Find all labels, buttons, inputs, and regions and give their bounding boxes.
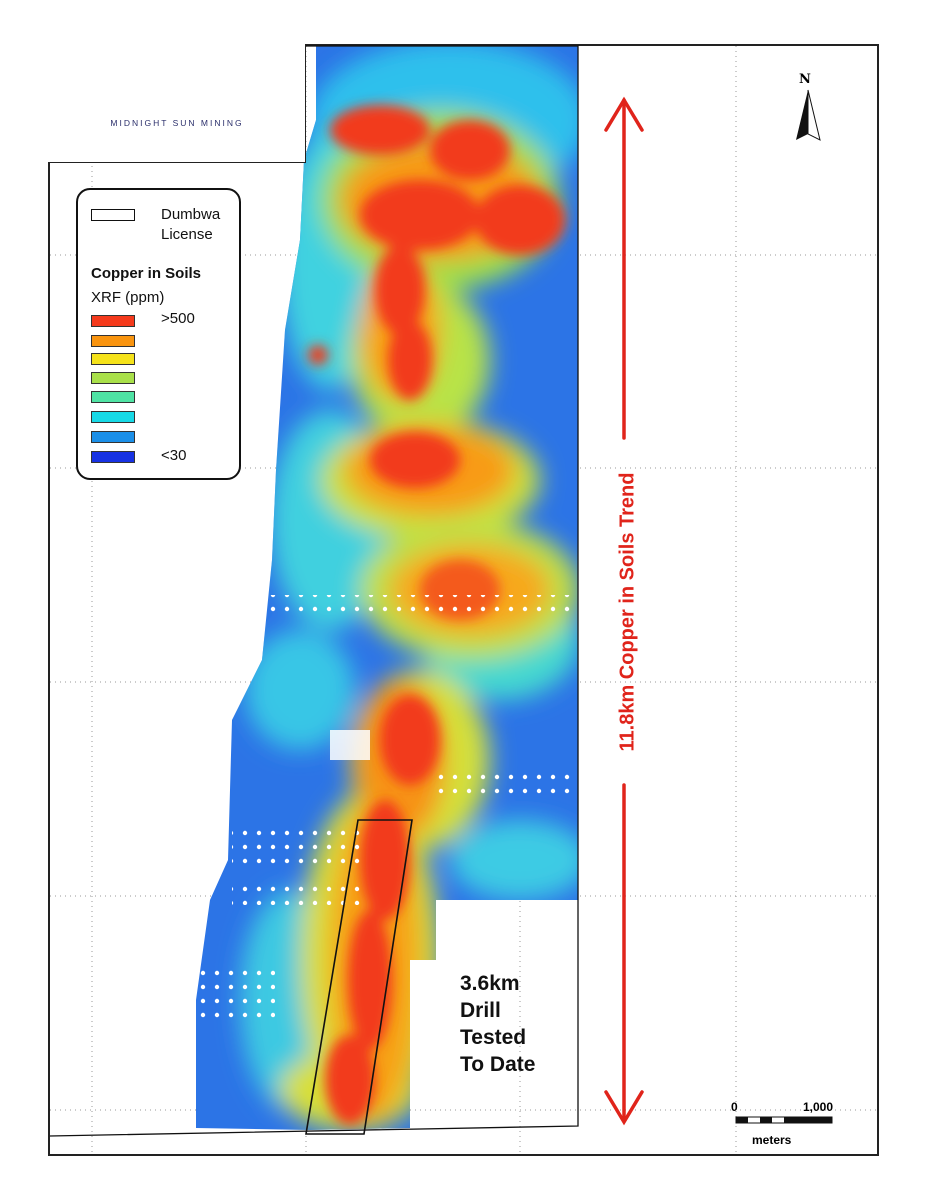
scale-start: 0 (731, 1100, 738, 1114)
map-frame (48, 44, 879, 1156)
drill-label-line1: 3.6km (460, 972, 520, 995)
legend-title: Copper in Soils (91, 265, 202, 282)
trend-label: 11.8km Copper in Soils Trend (616, 472, 639, 752)
license-boundary (49, 45, 579, 1137)
drill-label-line4: To Date (460, 1053, 536, 1076)
legend-swatch-0 (91, 315, 135, 327)
drill-label: 3.6km Drill Tested To Date (460, 970, 535, 1078)
legend-swatch-4 (91, 391, 135, 403)
map-legend: Dumbwa License Copper in Soils XRF (ppm)… (76, 188, 241, 480)
north-arrow-icon (796, 89, 821, 141)
legend-low-label: <30 (161, 447, 187, 464)
north-label: N (799, 72, 811, 87)
legend-swatch-6 (91, 431, 135, 443)
scale-end: 1,000 (803, 1100, 834, 1114)
scale-unit: meters (752, 1133, 792, 1147)
legend-license-line1: Dumbwa (161, 206, 221, 223)
logo-panel: MIDNIGHT SUN MINING (48, 44, 306, 163)
trend-arrow (604, 96, 644, 1126)
license-swatch (91, 209, 135, 221)
copper-heatmap (196, 46, 578, 1130)
legend-swatch-1 (91, 335, 135, 347)
scale-bar (735, 1116, 833, 1124)
legend-high-label: >500 (161, 310, 195, 327)
legend-swatch-3 (91, 372, 135, 384)
drill-tested-zone (305, 819, 413, 1135)
drill-label-line2: Drill (460, 999, 501, 1022)
legend-subtitle: XRF (ppm) (91, 289, 165, 306)
legend-swatch-2 (91, 353, 135, 365)
legend-license-line2: License (161, 226, 213, 243)
drill-label-line3: Tested (460, 1026, 527, 1049)
company-name: MIDNIGHT SUN MINING (110, 118, 244, 128)
legend-swatch-7 (91, 451, 135, 463)
legend-swatch-5 (91, 411, 135, 423)
